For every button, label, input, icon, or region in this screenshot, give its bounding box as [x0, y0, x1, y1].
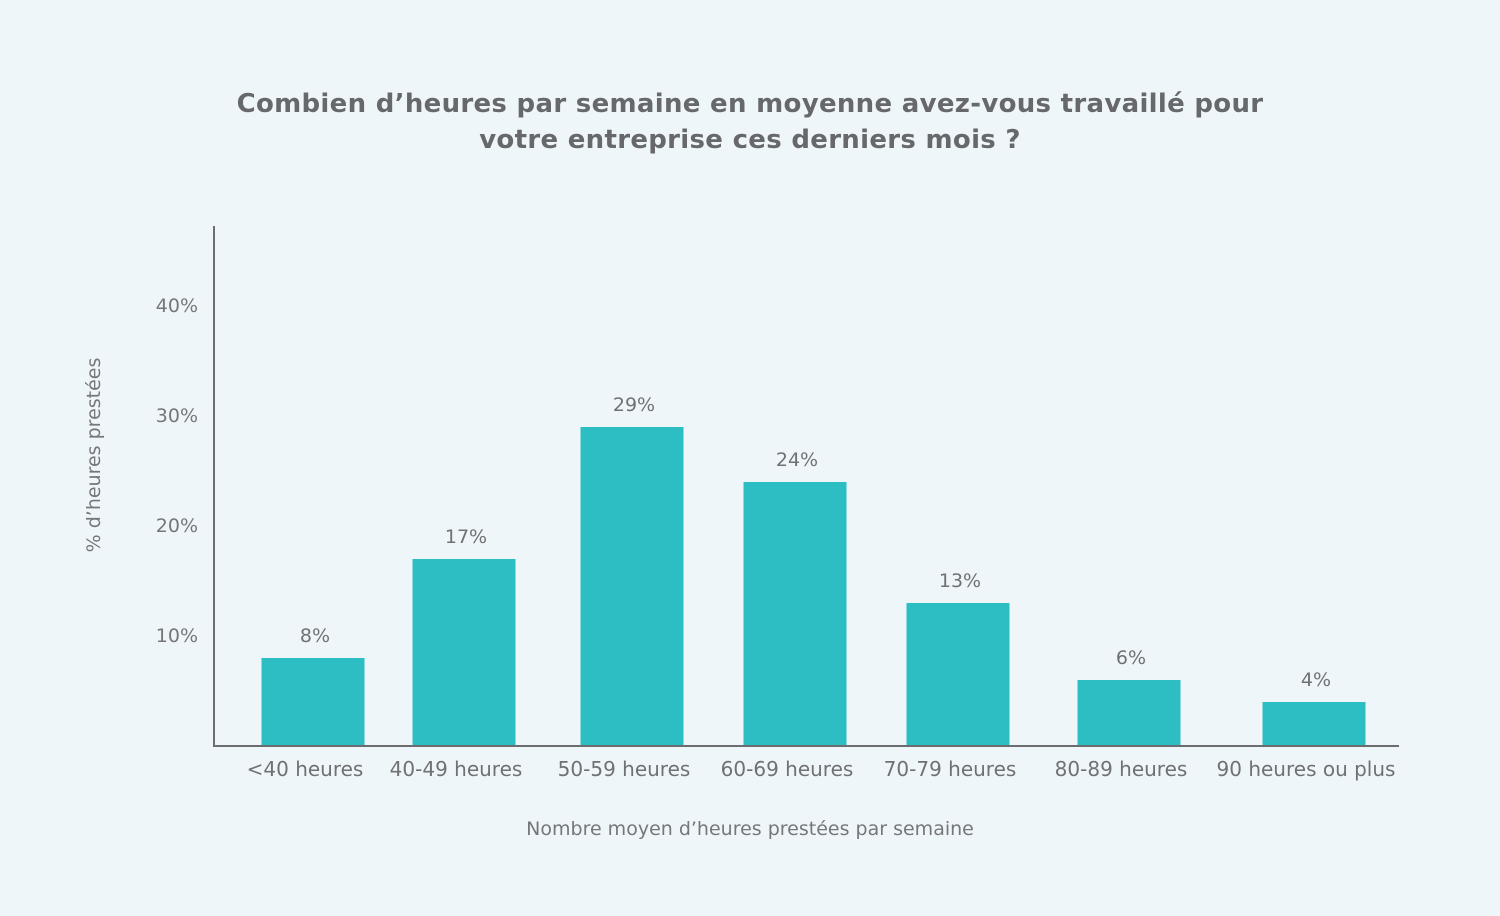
category-labels: <40 heures 40-49 heures 50-59 heures 60-69 … — [247, 757, 1396, 781]
chart-title: Combien d’heures par semaine en moyenne … — [0, 86, 1500, 158]
y-tick-label: 20% — [156, 515, 198, 537]
category-label: 70-79 heures — [884, 757, 1017, 781]
data-label: 8% — [300, 625, 330, 647]
category-label: 50-59 heures — [558, 757, 691, 781]
y-tick-label: 40% — [156, 295, 198, 317]
bar — [412, 559, 516, 746]
bar — [743, 482, 847, 746]
bar — [261, 658, 365, 746]
category-label: 60-69 heures — [721, 757, 854, 781]
data-label: 17% — [445, 526, 487, 548]
bars — [261, 427, 1366, 746]
data-label: 6% — [1116, 647, 1146, 669]
category-label: 80-89 heures — [1055, 757, 1188, 781]
data-label: 4% — [1301, 669, 1331, 691]
category-label: 40-49 heures — [390, 757, 523, 781]
category-label: 90 heures ou plus — [1217, 757, 1396, 781]
data-labels: 8% 17% 29% 24% 13% 6% 4% — [300, 394, 1331, 691]
y-tick-label: 10% — [156, 625, 198, 647]
data-label: 29% — [613, 394, 655, 416]
bar — [906, 603, 1010, 746]
x-axis-title: Nombre moyen d’heures prestées par semai… — [526, 818, 974, 840]
bar — [580, 427, 684, 746]
y-tick-labels: 10% 20% 30% 40% — [156, 295, 198, 647]
data-label: 13% — [939, 570, 981, 592]
bar — [1077, 680, 1181, 746]
chart-title-line-2: votre entreprise ces derniers mois ? — [479, 125, 1021, 155]
y-axis-title: % d’heures prestées — [83, 358, 105, 553]
chart-title-line-1: Combien d’heures par semaine en moyenne … — [236, 89, 1264, 119]
y-tick-label: 30% — [156, 405, 198, 427]
bar — [1262, 702, 1366, 746]
data-label: 24% — [776, 449, 818, 471]
category-label: <40 heures — [247, 757, 364, 781]
